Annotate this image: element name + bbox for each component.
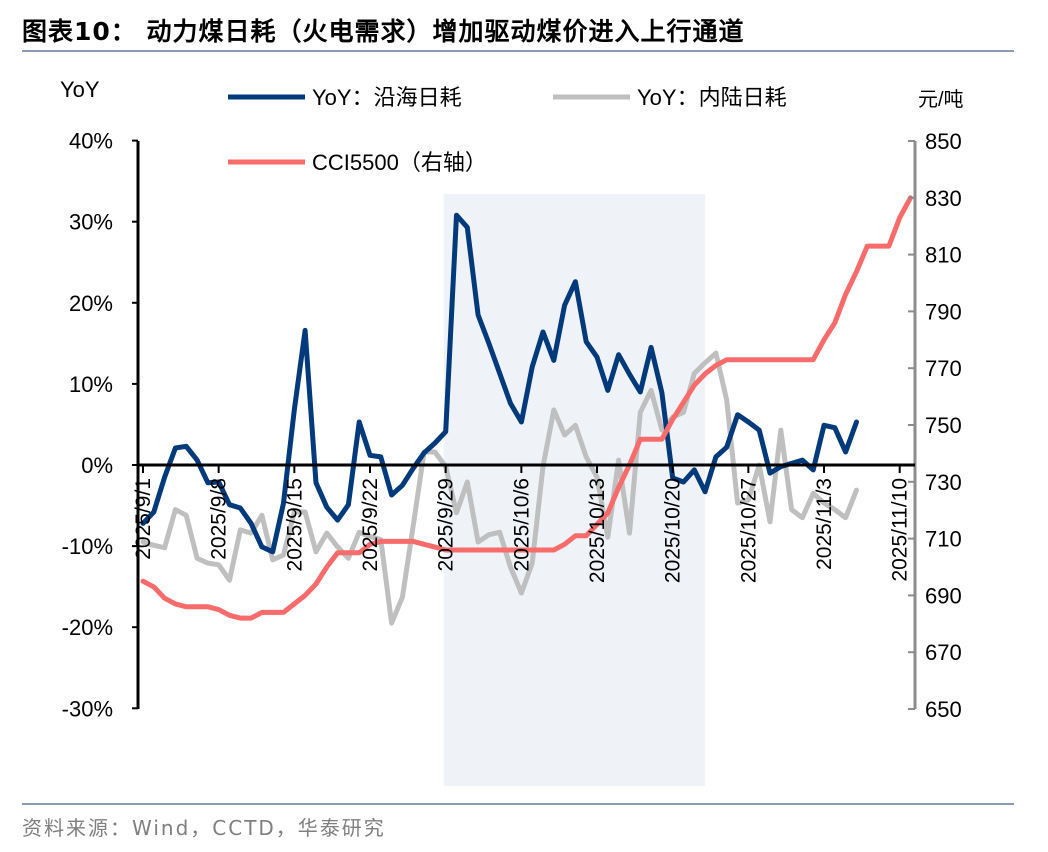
right-tick-label: 850 [925, 129, 962, 154]
left-tick-label: -10% [62, 534, 113, 559]
left-tick-label: 0% [81, 453, 113, 478]
right-tick-label: 690 [925, 583, 962, 608]
right-tick-label: 830 [925, 186, 962, 211]
legend-label-coastal: YoY：沿海日耗 [312, 85, 462, 110]
shaded-period [443, 194, 706, 786]
x-tick-label: 2025/11/3 [813, 478, 836, 570]
right-tick-label: 670 [925, 640, 962, 665]
left-tick-label: 10% [69, 372, 113, 397]
legend-label-cci: CCI5500（右轴） [312, 150, 487, 175]
series-line-inland [140, 350, 859, 626]
x-tick-label: 2025/10/6 [510, 478, 533, 571]
right-tick-label: 710 [925, 527, 962, 552]
legend-label-inland: YoY：内陆日耗 [637, 85, 787, 110]
right-axis-label: 元/吨 [918, 88, 964, 111]
x-tick-label: 2025/10/27 [737, 478, 760, 583]
right-tick-label: 750 [925, 413, 962, 438]
figure-title: 图表10： 动力煤日耗（火电需求）增加驱动煤价进入上行通道 [22, 17, 745, 46]
x-tick-label: 2025/11/10 [889, 478, 912, 582]
series-line-coastal [140, 212, 859, 555]
right-tick-label: 790 [925, 299, 962, 324]
x-tick-label: 2025/9/1 [132, 478, 155, 560]
right-tick-label: 770 [925, 356, 962, 381]
source-divider [22, 803, 1014, 805]
source-note: 资料来源：Wind，CCTD，华泰研究 [22, 816, 386, 840]
x-tick-label: 2025/10/20 [662, 478, 685, 583]
right-tick-label: 650 [925, 697, 962, 722]
series-line-cci5500 [140, 195, 913, 621]
left-tick-label: -30% [62, 696, 113, 721]
left-tick-label: 20% [69, 291, 113, 316]
left-tick-label: 30% [69, 210, 113, 235]
right-tick-label: 810 [925, 243, 962, 268]
left-tick-label: 40% [69, 129, 113, 154]
legend: YoY：沿海日耗 YoY：内陆日耗 CCI5500（右轴） [228, 85, 787, 175]
right-tick-label: 730 [925, 470, 962, 495]
left-axis-label: YoY [60, 77, 100, 102]
x-tick-label: 2025/9/29 [435, 478, 458, 571]
x-tick-label: 2025/9/22 [359, 478, 382, 571]
left-tick-label: -20% [62, 615, 113, 640]
title-divider [22, 50, 1014, 52]
x-tick-label: 2025/9/8 [208, 478, 231, 560]
x-tick-label: 2025/10/13 [586, 478, 609, 583]
x-tick-label: 2025/9/15 [283, 478, 306, 571]
